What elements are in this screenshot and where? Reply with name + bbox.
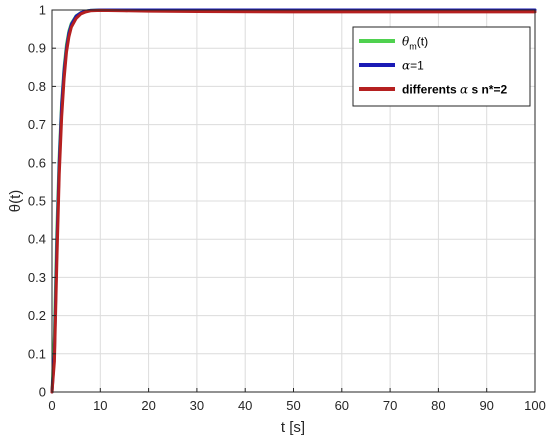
y-axis-label: θ(t)	[7, 190, 24, 213]
x-tick-label: 100	[524, 398, 546, 413]
x-tick-label: 50	[286, 398, 300, 413]
x-tick-label: 90	[479, 398, 493, 413]
legend-entry-1: θm(t)	[402, 35, 428, 52]
y-tick-label: 0.1	[28, 346, 46, 361]
legend-entry-3: differents α s n*=2	[402, 83, 507, 97]
y-tick-label: 0.7	[28, 117, 46, 132]
x-tick-label: 70	[383, 398, 397, 413]
x-tick-label: 80	[431, 398, 445, 413]
y-tick-label: 0.5	[28, 194, 46, 209]
legend: θm(t) α=1 differents α s n*=2	[352, 26, 531, 107]
x-tick-label: 30	[190, 398, 204, 413]
x-tick-label: 40	[238, 398, 252, 413]
y-tick-label: 1	[39, 3, 46, 18]
y-tick-label: 0.8	[28, 79, 46, 94]
x-axis-label: t [s]	[281, 419, 305, 436]
y-tick-label: 0.9	[28, 41, 46, 56]
legend-entry-2: α=1	[402, 59, 424, 73]
y-tick-label: 0.3	[28, 270, 46, 285]
y-tick-label: 0.4	[28, 232, 46, 247]
y-tick-label: 0	[39, 385, 46, 400]
x-tick-label: 10	[93, 398, 107, 413]
series-line-3	[50, 8, 537, 394]
y-tick-label: 0.2	[28, 308, 46, 323]
y-tick-label: 0.6	[28, 155, 46, 170]
x-tick-labels: 0 10 20 30 40 50 60 70 80 90 100	[48, 388, 546, 413]
y-tick-labels: 0 0.1 0.2 0.3 0.4 0.5 0.6 0.7 0.8 0.9 1	[28, 3, 56, 400]
x-tick-label: 0	[48, 398, 55, 413]
x-tick-label: 20	[141, 398, 155, 413]
x-tick-label: 60	[335, 398, 349, 413]
